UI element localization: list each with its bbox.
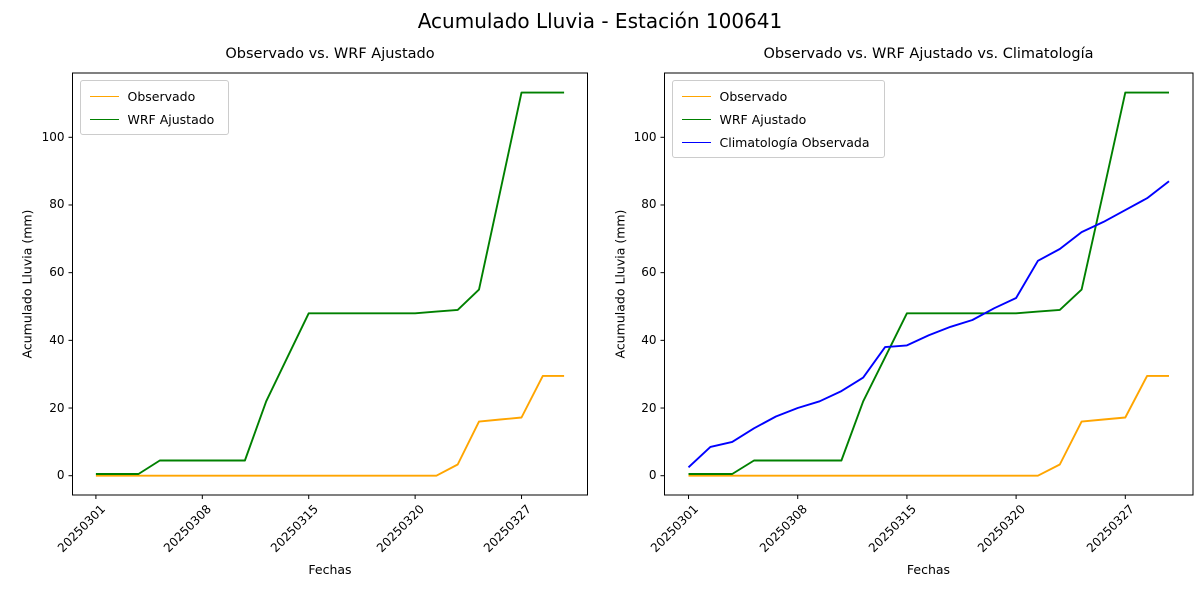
legend-item: WRF Ajustado <box>89 110 215 129</box>
y-tick-label: 40 <box>641 332 657 347</box>
y-tick-label: 60 <box>49 265 65 280</box>
y-tick-label: 80 <box>641 197 657 212</box>
legend-line-swatch <box>681 119 711 120</box>
y-tick-label: 0 <box>648 468 657 483</box>
legend: Observado WRF Ajustado Climatología Observ… <box>671 80 885 158</box>
legend-label: Observado <box>127 89 196 104</box>
y-tick-label: 20 <box>49 400 65 415</box>
legend-item: WRF Ajustado <box>681 110 870 129</box>
series-line-wrf-ajustado <box>688 91 1169 475</box>
series-line-wrf-ajustado <box>95 91 565 475</box>
y-tick-label: 0 <box>56 468 65 483</box>
legend-label: WRF Ajustado <box>719 112 807 127</box>
series-line-observado <box>688 374 1169 477</box>
legend-line-swatch <box>681 96 711 97</box>
legend-label: Observado <box>719 89 788 104</box>
legend-line-swatch <box>89 119 119 120</box>
subplot-left-axes <box>68 72 588 499</box>
legend-line-swatch <box>89 96 119 97</box>
x-axis-label-right: Fechas <box>906 562 951 577</box>
subplot-right-axes <box>660 72 1194 499</box>
legend-label: WRF Ajustado <box>127 112 215 127</box>
legend-line-swatch <box>681 142 711 143</box>
y-tick-label: 100 <box>633 129 657 144</box>
y-tick-label: 60 <box>641 265 657 280</box>
series-line-observado <box>95 374 565 477</box>
legend-item: Observado <box>89 87 215 106</box>
x-axis-label-left: Fechas <box>308 562 352 577</box>
legend-item: Climatología Observada <box>681 133 870 152</box>
legend-label: Climatología Observada <box>719 135 870 150</box>
subplot-left-title: Observado vs. WRF Ajustado <box>225 46 435 62</box>
legend: Observado WRF Ajustado <box>79 80 230 135</box>
figure-title: Acumulado Lluvia - Estación 100641 <box>417 9 783 33</box>
axes-border <box>72 72 588 496</box>
subplot-right-title: Observado vs. WRF Ajustado vs. Climatolo… <box>763 46 1094 62</box>
legend-item: Observado <box>681 87 870 106</box>
axes-border <box>664 72 1194 496</box>
y-tick-label: 80 <box>49 197 65 212</box>
y-tick-label: 40 <box>49 332 65 347</box>
y-tick-label: 100 <box>41 129 65 144</box>
series-line-climatología-observada <box>687 180 1170 468</box>
y-tick-label: 20 <box>641 400 657 415</box>
